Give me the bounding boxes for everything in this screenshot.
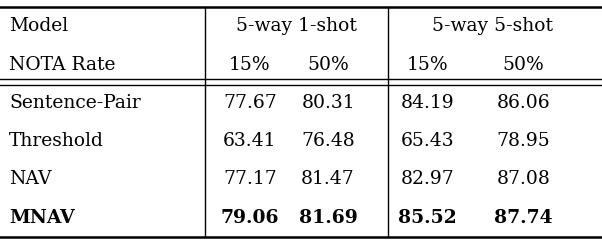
Text: 77.67: 77.67 — [223, 94, 277, 112]
Text: Threshold: Threshold — [9, 132, 104, 150]
Text: 81.47: 81.47 — [301, 170, 355, 188]
Text: 78.95: 78.95 — [497, 132, 551, 150]
Text: NOTA Rate: NOTA Rate — [9, 56, 116, 74]
Text: 82.97: 82.97 — [400, 170, 455, 188]
Text: 5-way 1-shot: 5-way 1-shot — [236, 17, 357, 35]
Text: Model: Model — [9, 17, 68, 35]
Text: 80.31: 80.31 — [301, 94, 355, 112]
Text: 84.19: 84.19 — [400, 94, 455, 112]
Text: 50%: 50% — [503, 56, 545, 74]
Text: 79.06: 79.06 — [220, 209, 279, 227]
Text: 81.69: 81.69 — [299, 209, 358, 227]
Text: 85.52: 85.52 — [398, 209, 457, 227]
Text: 87.08: 87.08 — [497, 170, 551, 188]
Text: 86.06: 86.06 — [497, 94, 551, 112]
Text: 15%: 15% — [406, 56, 448, 74]
Text: 87.74: 87.74 — [494, 209, 553, 227]
Text: 50%: 50% — [307, 56, 349, 74]
Text: MNAV: MNAV — [9, 209, 75, 227]
Text: 15%: 15% — [229, 56, 271, 74]
Text: 5-way 5-shot: 5-way 5-shot — [432, 17, 553, 35]
Text: NAV: NAV — [9, 170, 52, 188]
Text: 65.43: 65.43 — [400, 132, 455, 150]
Text: 76.48: 76.48 — [301, 132, 355, 150]
Text: 77.17: 77.17 — [223, 170, 277, 188]
Text: Sentence-Pair: Sentence-Pair — [9, 94, 141, 112]
Text: 63.41: 63.41 — [223, 132, 276, 150]
